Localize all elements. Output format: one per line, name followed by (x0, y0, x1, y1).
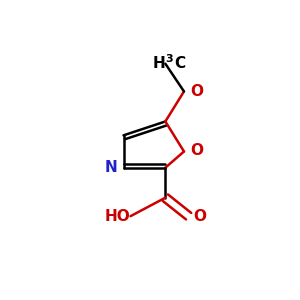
Text: H: H (153, 56, 165, 71)
Text: HO: HO (105, 209, 130, 224)
Text: N: N (104, 160, 117, 175)
Text: O: O (190, 84, 203, 99)
Text: 3: 3 (165, 54, 173, 64)
Text: O: O (190, 143, 203, 158)
Text: O: O (193, 209, 206, 224)
Text: C: C (174, 56, 185, 71)
